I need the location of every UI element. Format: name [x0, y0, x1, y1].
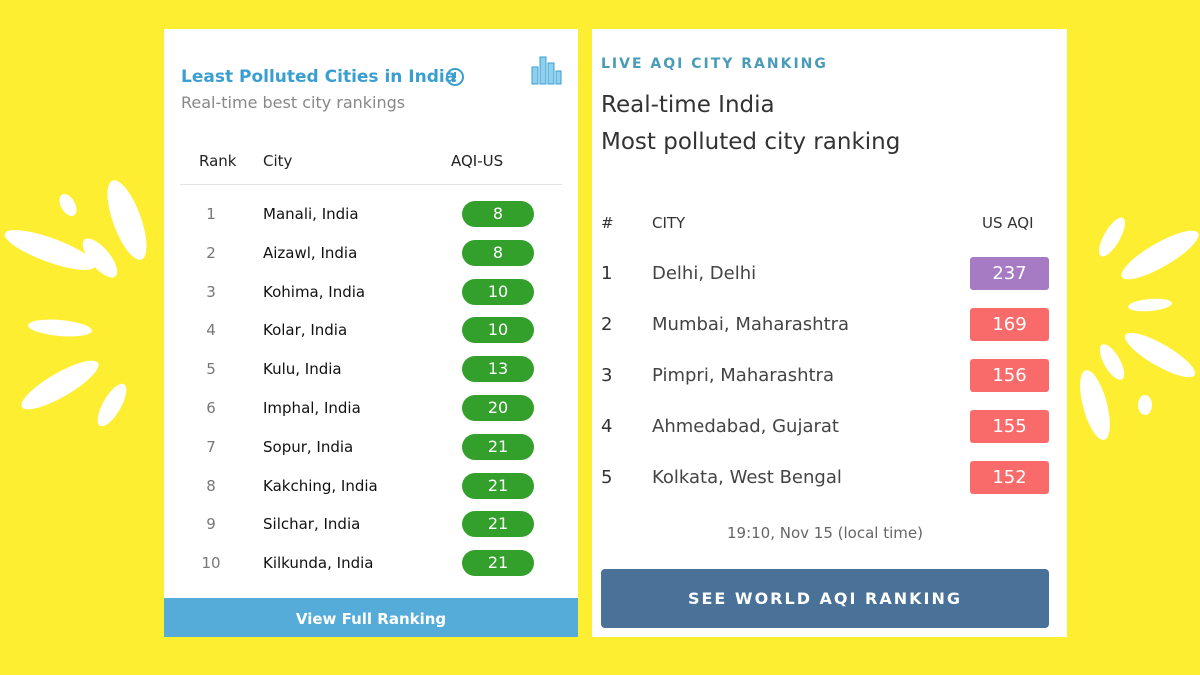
card-subtitle: Real-time best city rankings [181, 93, 406, 112]
city[interactable]: Aizawl, India [263, 243, 358, 262]
rank: 9 [206, 515, 216, 534]
aqi-badge: 169 [970, 308, 1049, 341]
column-header: City [263, 152, 293, 170]
world-ranking-button[interactable]: SEE WORLD AQI RANKING [601, 569, 1049, 628]
rank: 3 [601, 365, 613, 386]
divider [180, 184, 562, 185]
rank: 4 [601, 416, 613, 437]
chart-icon [531, 56, 562, 85]
column-header: CITY [652, 214, 686, 232]
city[interactable]: Manali, India [263, 205, 359, 223]
city[interactable]: Kolar, India [263, 321, 348, 340]
city[interactable]: Pimpri, Maharashtra [652, 365, 834, 386]
column-header: AQI-US [451, 152, 504, 170]
rank: 2 [601, 314, 613, 335]
city[interactable]: Kilkunda, India [263, 554, 374, 573]
rank: 5 [601, 467, 613, 488]
heading-line: Real-time India [601, 92, 775, 118]
timestamp: 19:10, Nov 15 (local time) [727, 524, 923, 542]
rank: 6 [206, 399, 216, 417]
aqi-badge: 10 [462, 278, 534, 305]
city[interactable]: Mumbai, Maharashtra [652, 314, 850, 335]
aqi-badge: 152 [970, 461, 1049, 494]
aqi-badge: 10 [462, 317, 534, 344]
aqi-badge: 8 [462, 201, 534, 227]
city[interactable]: Kakching, India [263, 476, 378, 495]
rank: 7 [206, 437, 216, 456]
aqi-badge: 21 [462, 433, 534, 460]
info-icon [446, 68, 464, 86]
view-full-ranking-button[interactable]: View Full Ranking [164, 598, 578, 637]
city[interactable]: Kulu, India [263, 360, 342, 379]
city[interactable]: Silchar, India [263, 515, 361, 534]
most-polluted-card: LIVE AQI CITY RANKING Real-time India Mo… [592, 29, 1067, 637]
rank: 1 [601, 263, 613, 284]
column-header: Rank [199, 152, 237, 170]
aqi-badge: 20 [462, 395, 534, 421]
aqi-badge: 156 [970, 359, 1049, 392]
column-header: US AQI [982, 214, 1034, 232]
city[interactable]: Kolkata, West Bengal [652, 467, 842, 488]
rank: 2 [206, 243, 216, 262]
rank: 3 [206, 282, 216, 301]
city[interactable]: Ahmedabad, Gujarat [652, 416, 839, 437]
least-polluted-card: Least Polluted Cities in India Real-time… [164, 29, 578, 637]
rank: 10 [201, 554, 221, 573]
rank: 5 [206, 360, 216, 379]
card-title: Least Polluted Cities in India [181, 67, 457, 87]
column-header: # [601, 214, 614, 232]
rank: 4 [206, 321, 216, 340]
aqi-badge: 237 [970, 257, 1049, 290]
aqi-badge: 13 [462, 356, 534, 383]
city[interactable]: Kohima, India [263, 282, 366, 301]
city[interactable]: Imphal, India [263, 399, 361, 417]
aqi-badge: 8 [462, 239, 534, 266]
aqi-badge: 21 [462, 550, 534, 577]
city[interactable]: Delhi, Delhi [652, 263, 757, 284]
aqi-badge: 21 [462, 511, 534, 538]
rank: 8 [206, 476, 216, 495]
eyebrow: LIVE AQI CITY RANKING [601, 56, 828, 72]
rank: 1 [206, 205, 216, 223]
city[interactable]: Sopur, India [263, 437, 354, 456]
heading-line: Most polluted city ranking [601, 129, 901, 155]
aqi-badge: 21 [462, 472, 534, 499]
aqi-badge: 155 [970, 410, 1049, 443]
